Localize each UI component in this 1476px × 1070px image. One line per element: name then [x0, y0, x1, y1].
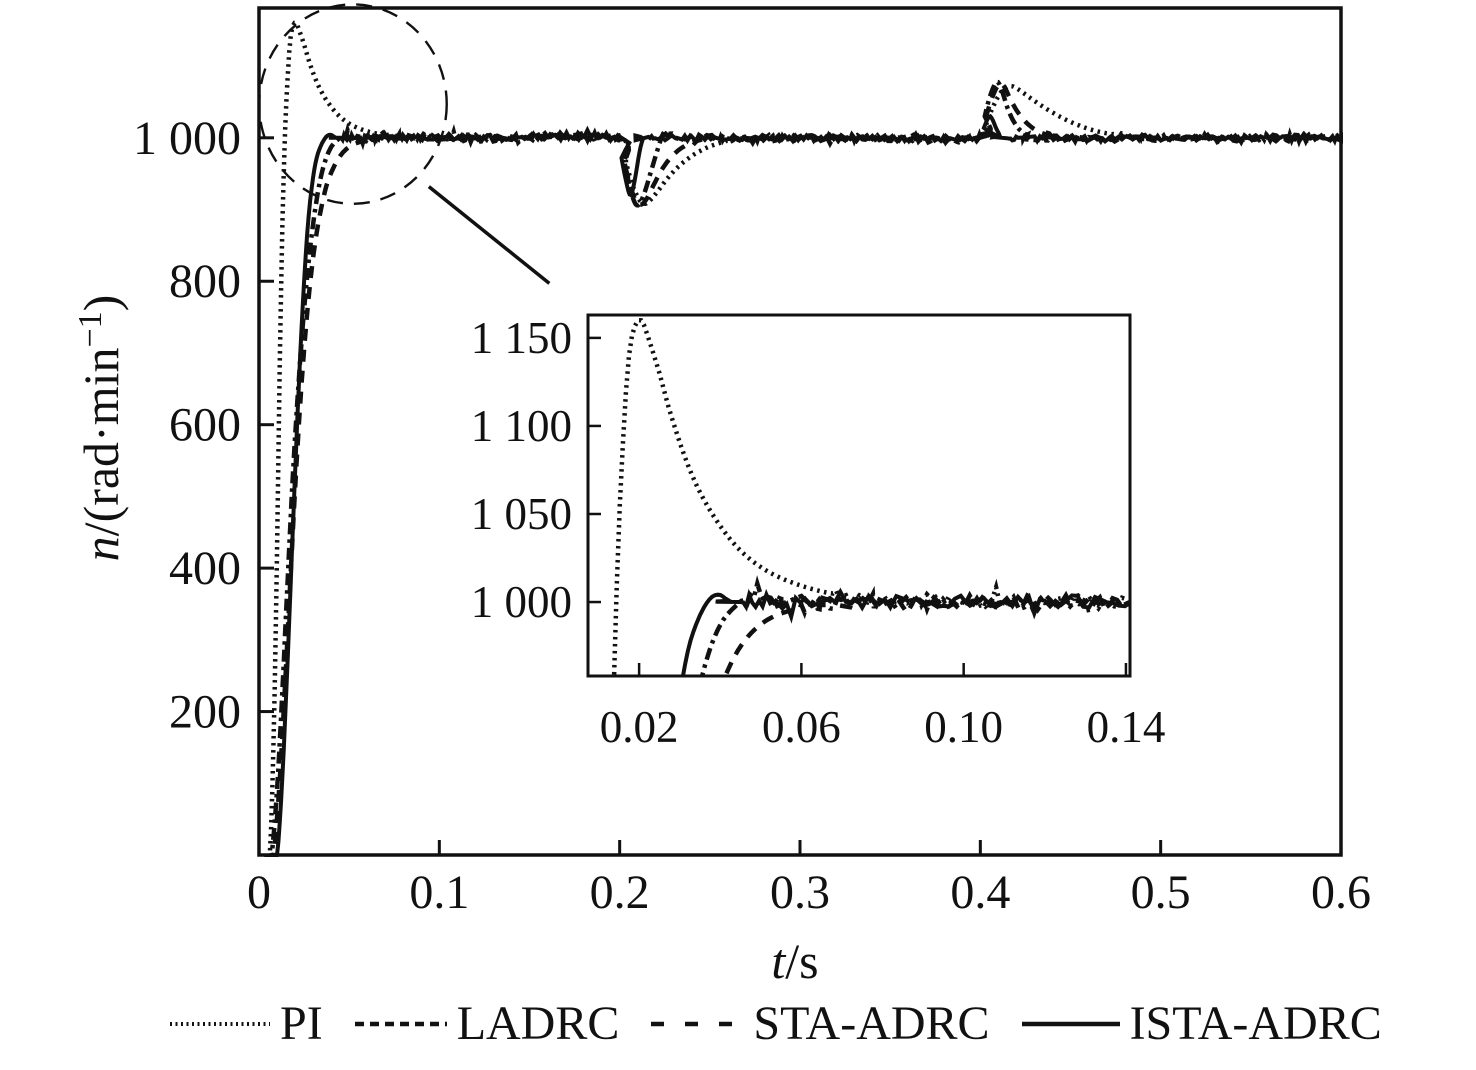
inset-x-tick-label: 0.02	[600, 702, 679, 752]
x-tick-label: 0	[247, 866, 271, 919]
x-axis-title: t/s	[771, 933, 818, 989]
y-tick-label: 600	[169, 399, 241, 452]
legend-label-ista-adrc: ISTA-ADRC	[1129, 997, 1382, 1050]
x-tick-label: 0.6	[1311, 866, 1371, 919]
series-path-main-ISTA-ADRC	[269, 113, 1343, 857]
series-path-inset-ISTA-ADRC	[680, 587, 1130, 676]
legend-item-ladrc: LADRC	[353, 997, 620, 1050]
inset-background	[588, 315, 1130, 676]
y-tick-label: 400	[169, 542, 241, 595]
inset-x-tick-label: 0.14	[1087, 702, 1166, 752]
inset-x-tick-label: 0.06	[762, 702, 841, 752]
y-tick-label: 200	[169, 686, 241, 739]
legend: PI LADRC STA-ADRC ISTA-ADRC	[168, 1000, 1382, 1048]
inset-x-tick-label: 0.10	[924, 702, 1003, 752]
x-tick-label: 0.5	[1131, 866, 1191, 919]
legend-label-ladrc: LADRC	[456, 997, 620, 1050]
pointer-line	[427, 185, 551, 285]
inset-y-tick-label: 1 100	[471, 401, 572, 451]
legend-item-pi: PI	[168, 1000, 323, 1048]
legend-sample-dashed	[651, 1021, 744, 1027]
inset-y-tick-label: 1 150	[471, 313, 572, 363]
y-tick-label: 800	[169, 255, 241, 308]
zoom-circle-annotation	[257, 3, 448, 205]
legend-item-ista-adrc: ISTA-ADRC	[1020, 1000, 1382, 1048]
x-tick-label: 0.4	[950, 866, 1010, 919]
legend-sample-dotted	[170, 1022, 270, 1026]
main-plot-area	[264, 20, 1343, 857]
inset-y-tick-label: 1 000	[471, 577, 572, 627]
legend-label-pi: PI	[280, 997, 323, 1050]
y-axis-title: n/(rad·min−1)	[72, 295, 129, 562]
y-tick-label: 1 000	[133, 112, 241, 165]
x-tick-label: 0.2	[590, 866, 650, 919]
inset-axes-box	[586, 313, 1132, 678]
inset-plot-area	[611, 317, 1130, 676]
x-tick-label: 0.1	[409, 866, 469, 919]
main-ticks: 0 0.1 0.2 0.3 0.4 0.5 0.6 200 400 600 800 1 000	[133, 112, 1371, 919]
legend-label-sta-adrc: STA-ADRC	[753, 997, 990, 1050]
legend-sample-dashdot	[354, 1021, 447, 1027]
legend-item-sta-adrc: STA-ADRC	[649, 997, 990, 1050]
legend-sample-solid	[1021, 1021, 1120, 1027]
inset-ticks: 0.02 0.06 0.10 0.14 1 000 1 050 1 100 1 150	[471, 313, 1166, 752]
inset-y-tick-label: 1 050	[471, 489, 572, 539]
x-tick-label: 0.3	[770, 866, 830, 919]
